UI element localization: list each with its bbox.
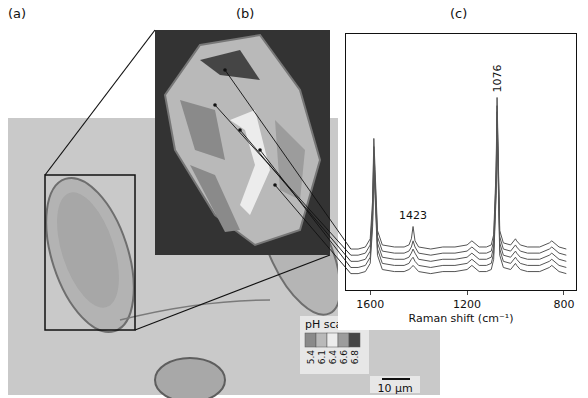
svg-text:800: 800 [553,298,574,311]
svg-text:(b): (b) [236,6,254,21]
svg-text:(a): (a) [8,6,26,21]
svg-text:1076: 1076 [491,65,504,93]
svg-text:1423: 1423 [399,209,427,222]
svg-text:6.6: 6.6 [339,350,349,365]
svg-text:Raman shift (cm⁻¹): Raman shift (cm⁻¹) [409,312,514,325]
svg-text:(c): (c) [450,6,467,21]
svg-text:1200: 1200 [453,298,481,311]
svg-text:5.4: 5.4 [306,350,316,365]
svg-text:6.8: 6.8 [350,350,360,365]
svg-text:pH scale: pH scale [305,318,352,331]
svg-text:6.1: 6.1 [317,350,327,364]
svg-text:1600: 1600 [356,298,384,311]
svg-text:6.4: 6.4 [328,350,338,365]
svg-text:10 μm: 10 μm [377,382,412,395]
